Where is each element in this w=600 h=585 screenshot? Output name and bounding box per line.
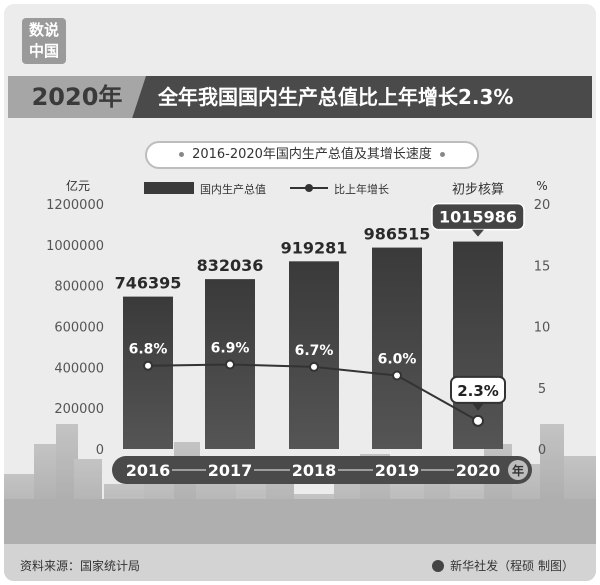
growth-value-label: 6.8% bbox=[129, 342, 168, 358]
legend-bar-swatch bbox=[144, 182, 194, 194]
x-tick-label: 2020 bbox=[456, 461, 501, 480]
gdp-bar bbox=[372, 247, 422, 449]
footer-band bbox=[4, 544, 596, 581]
growth-value-label: 6.7% bbox=[295, 343, 334, 359]
growth-value-label: 2.3% bbox=[457, 382, 499, 400]
chart-subtitle-text: 2016-2020年国内生产总值及其增长速度 bbox=[192, 147, 432, 162]
x-tick-label: 2019 bbox=[375, 461, 420, 480]
callout-pointer bbox=[472, 402, 484, 411]
growth-point bbox=[143, 360, 153, 371]
left-tick-label: 600000 bbox=[54, 321, 104, 336]
legend-line-label: 比上年增长 bbox=[334, 182, 389, 196]
growth-point bbox=[472, 414, 484, 427]
bar-value-label: 832036 bbox=[197, 256, 264, 275]
bullet-dot-icon bbox=[439, 152, 445, 157]
legend-bar-label: 国内生产总值 bbox=[200, 182, 266, 196]
left-tick-label: 800000 bbox=[54, 280, 104, 295]
badge-line-2: 中国 bbox=[28, 42, 59, 60]
gdp-bar bbox=[453, 241, 503, 449]
callout-pointer bbox=[472, 229, 484, 237]
bar-value-label: 1015986 bbox=[439, 208, 517, 227]
left-tick-label: 400000 bbox=[54, 361, 104, 376]
right-tick-label: 5 bbox=[538, 382, 546, 397]
growth-point bbox=[392, 370, 402, 381]
bar-value-label: 986515 bbox=[364, 225, 431, 244]
left-tick-label: 1000000 bbox=[46, 239, 104, 254]
gdp-bar bbox=[289, 261, 339, 449]
right-tick-label: 20 bbox=[534, 198, 551, 213]
data-source: 资料来源：国家统计局 bbox=[20, 559, 141, 573]
growth-point bbox=[225, 359, 235, 370]
x-tick-label: 2017 bbox=[208, 461, 253, 480]
left-axis-unit: 亿元 bbox=[66, 178, 90, 193]
gdp-chart: 亿元 % 0 200000 400000 600000 800000 1000000 12000… bbox=[4, 178, 596, 581]
ground-band bbox=[4, 499, 596, 549]
xinhua-logo-icon bbox=[432, 560, 445, 572]
right-tick-label: 15 bbox=[534, 259, 551, 274]
x-tick-label: 2016 bbox=[126, 461, 171, 480]
growth-value-label: 6.9% bbox=[211, 340, 250, 356]
bullet-dot-icon bbox=[179, 152, 185, 157]
badge-line-1: 数说 bbox=[28, 21, 59, 39]
city-skyline-background bbox=[4, 424, 596, 581]
bar-value-label: 919281 bbox=[281, 238, 348, 257]
chart-subtitle: 2016-2020年国内生产总值及其增长速度 bbox=[145, 141, 479, 169]
headline: 全年我国国内生产总值比上年增长2.3% bbox=[158, 85, 514, 109]
growth-value-label: 6.0% bbox=[378, 352, 417, 368]
x-unit-badge bbox=[508, 460, 528, 480]
gdp-bar bbox=[123, 296, 173, 449]
left-tick-label: 200000 bbox=[54, 402, 104, 417]
right-axis-unit: % bbox=[536, 179, 547, 193]
left-tick-label: 0 bbox=[96, 443, 104, 458]
infographic-card: 数说 中国 2020年 全年我国国内生产总值比上年增长2.3% 2016-202… bbox=[4, 4, 596, 581]
legend-line-marker bbox=[305, 184, 313, 192]
growth-point bbox=[309, 361, 319, 372]
data-china-badge: 数说 中国 bbox=[22, 18, 66, 64]
x-unit-label: 年 bbox=[512, 463, 524, 478]
right-tick-label: 0 bbox=[538, 443, 546, 458]
image-credit: 新华社发（程硕 制图） bbox=[432, 557, 574, 574]
x-axis-band bbox=[112, 456, 532, 484]
title-bar: 2020年 全年我国国内生产总值比上年增长2.3% bbox=[8, 76, 592, 118]
bar-value-label: 746395 bbox=[115, 274, 182, 293]
x-tick-label: 2018 bbox=[292, 461, 337, 480]
year-tab: 2020年 bbox=[8, 76, 146, 118]
right-tick-label: 10 bbox=[534, 321, 551, 336]
image-credit-text: 新华社发（程硕 制图） bbox=[450, 559, 574, 573]
preliminary-note: 初步核算 bbox=[452, 183, 504, 198]
left-tick-label: 1200000 bbox=[46, 198, 104, 213]
